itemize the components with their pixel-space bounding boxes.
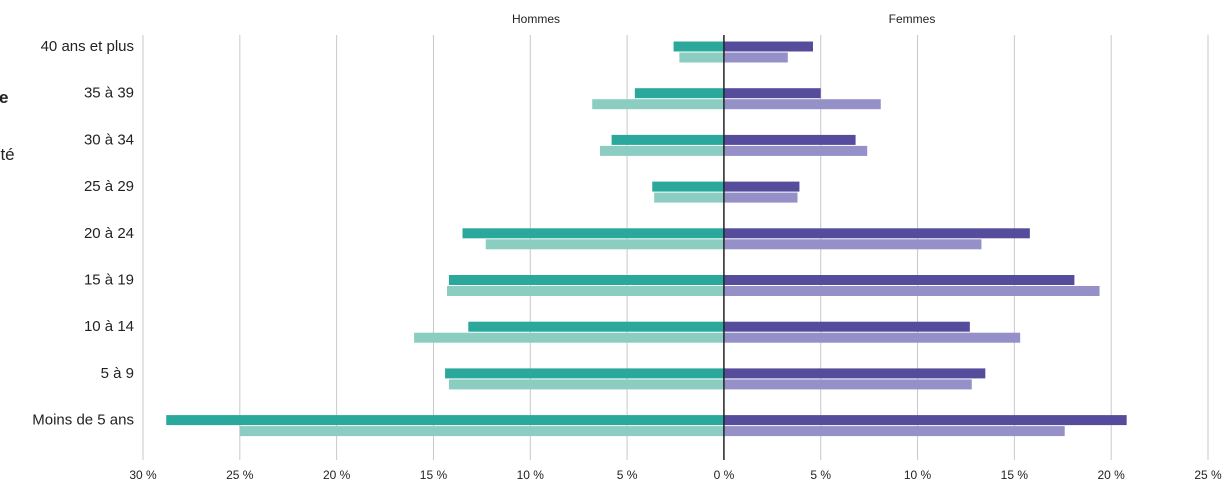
bar-left-a — [445, 368, 724, 379]
bar-right-b — [723, 239, 982, 250]
bar-right-a — [723, 41, 813, 52]
bar-left-b — [239, 426, 724, 437]
bar-right-a — [723, 228, 1030, 239]
bar-left-b — [485, 239, 724, 250]
bar-right-b — [723, 379, 972, 390]
category-label: 35 à 39 — [84, 85, 134, 102]
x-tick-label: 5 % — [810, 468, 831, 482]
bar-right-b — [723, 145, 868, 156]
category-label: 15 à 19 — [84, 272, 134, 289]
bar-left-a — [462, 228, 724, 239]
bar-left-a — [611, 134, 724, 145]
side-label-left: Hommes — [512, 12, 560, 26]
x-tick-label: 30 % — [129, 468, 157, 482]
side-label-right: Femmes — [889, 12, 936, 26]
x-tick-label: 20 % — [1098, 468, 1126, 482]
category-label: 30 à 34 — [84, 131, 134, 148]
bar-left-a — [468, 321, 724, 332]
bar-right-a — [723, 181, 800, 192]
bar-right-b — [723, 99, 881, 110]
bars — [166, 41, 1127, 437]
bar-left-b — [447, 286, 724, 296]
bar-left-b — [679, 52, 724, 63]
bar-right-b — [723, 52, 788, 63]
bar-right-b — [723, 332, 1021, 343]
bar-left-a — [166, 415, 724, 426]
bar-left-a — [634, 88, 724, 99]
bar-right-a — [723, 415, 1127, 426]
category-labels: 40 ans et plus 35 à 39 30 à 34 25 à 29 20 à … — [32, 38, 134, 429]
bar-left-a — [652, 181, 724, 192]
bar-right-b — [723, 192, 798, 203]
bar-right-a — [723, 88, 821, 99]
category-label: 10 à 14 — [84, 318, 134, 335]
clipped-text-fragment-2: eté — [0, 145, 15, 164]
bar-right-a — [723, 368, 986, 379]
x-tick-label: 15 % — [420, 468, 448, 482]
bar-left-a — [673, 41, 724, 52]
bar-left-b — [654, 192, 724, 203]
bar-right-b — [723, 286, 1100, 296]
bar-left-a — [448, 275, 724, 285]
x-tick-label: 0 % — [714, 468, 735, 482]
bar-right-b — [723, 426, 1065, 437]
category-label: 20 à 24 — [84, 225, 134, 242]
x-tick-label: 10 % — [517, 468, 545, 482]
x-tick-label: 20 % — [323, 468, 351, 482]
bar-left-b — [448, 379, 724, 390]
bar-left-b — [414, 332, 724, 343]
category-label: 5 à 9 — [101, 365, 134, 382]
category-label: 40 ans et plus — [41, 38, 134, 55]
bar-left-b — [599, 145, 724, 156]
x-tick-label: 10 % — [904, 468, 932, 482]
category-label: 25 à 29 — [84, 178, 134, 195]
x-tick-labels: 30 % 25 % 20 % 15 % 10 % 5 % 0 % 5 % 10 % 15 % 20 … — [129, 468, 1222, 482]
x-tick-label: 15 % — [1001, 468, 1029, 482]
bar-right-a — [723, 321, 970, 332]
bar-right-a — [723, 275, 1075, 285]
bar-right-a — [723, 134, 856, 145]
clipped-text-fragment-1: e — [0, 88, 8, 107]
x-tick-label: 25 % — [226, 468, 254, 482]
x-tick-label: 5 % — [617, 468, 638, 482]
bar-left-b — [592, 99, 724, 110]
category-label: Moins de 5 ans — [32, 412, 134, 429]
x-tick-label: 25 % — [1194, 468, 1222, 482]
